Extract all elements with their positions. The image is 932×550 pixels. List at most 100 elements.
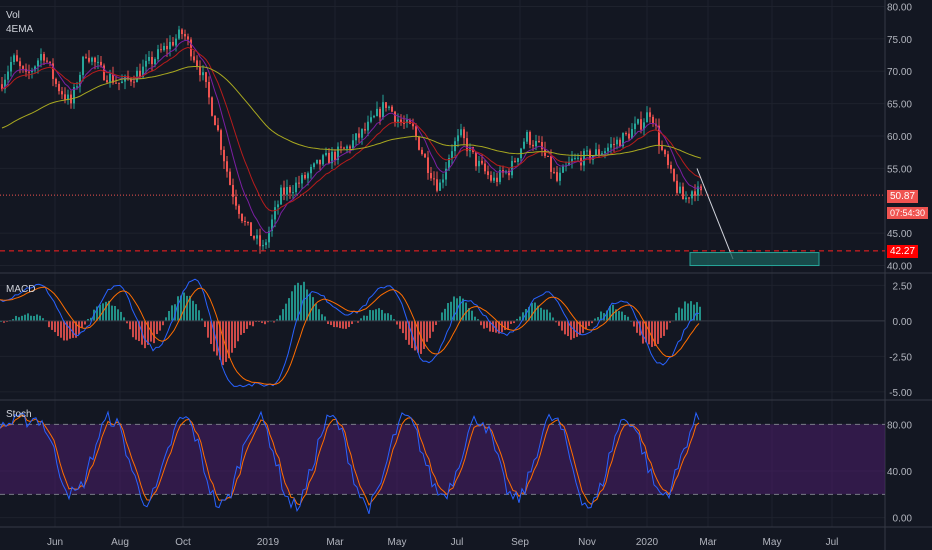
candle-body xyxy=(688,197,690,199)
candle-body xyxy=(538,141,540,143)
macd-histogram-bar xyxy=(207,320,209,338)
candle-body xyxy=(259,235,261,247)
macd-histogram-bar xyxy=(216,320,218,356)
candle-body xyxy=(172,41,174,46)
macd-histogram-bar xyxy=(210,320,212,345)
macd-histogram-bar xyxy=(450,301,452,321)
candle-body xyxy=(28,71,30,73)
candle-body xyxy=(265,242,267,246)
candle-body xyxy=(292,192,294,194)
macd-histogram-bar xyxy=(36,314,38,321)
candle-body xyxy=(355,133,357,141)
support-price-tag: 42.27 xyxy=(887,245,919,258)
candle-body xyxy=(691,191,693,199)
macd-histogram-bar xyxy=(528,306,530,321)
macd-histogram-bar xyxy=(543,309,545,321)
macd-histogram-bar xyxy=(237,320,239,342)
macd-histogram-bar xyxy=(378,308,380,321)
macd-histogram-bar xyxy=(447,303,449,321)
candle-body xyxy=(523,141,525,149)
candle-body xyxy=(385,102,387,108)
macd-histogram-bar xyxy=(312,297,314,321)
macd-histogram-bar xyxy=(144,320,146,349)
candle-body xyxy=(484,163,486,172)
macd-histogram-bar xyxy=(570,320,572,340)
candle-body xyxy=(457,135,459,142)
candle-body xyxy=(508,170,510,176)
candle-body xyxy=(601,153,603,155)
macd-histogram-bar xyxy=(51,320,53,330)
macd-histogram-bar xyxy=(189,295,191,321)
time-axis-tick-label: Jul xyxy=(826,537,839,548)
candle-body xyxy=(133,81,135,83)
time-axis-tick-label: Jun xyxy=(47,537,63,548)
candle-body xyxy=(619,139,621,147)
candle-body xyxy=(616,139,618,145)
ema-short-line xyxy=(1,39,702,234)
macd-histogram-bar xyxy=(372,310,374,321)
candle-body xyxy=(169,41,171,50)
ema-mid-line xyxy=(1,46,702,212)
macd-histogram-bar xyxy=(291,291,293,321)
last-price-tag: 50.87 xyxy=(887,190,919,203)
macd-signal-line xyxy=(0,286,700,386)
time-axis-tick-label: Nov xyxy=(578,537,596,548)
macd-histogram-bar xyxy=(537,305,539,321)
price-axis-tick-label: 40.00 xyxy=(887,262,912,273)
candle-body xyxy=(307,173,309,179)
macd-histogram-bar xyxy=(321,314,323,321)
candle-body xyxy=(628,133,630,139)
candle-body xyxy=(235,196,237,206)
candle-body xyxy=(109,73,111,83)
macd-histogram-bar xyxy=(600,311,602,321)
macd-histogram-bar xyxy=(171,305,173,321)
macd-histogram-bar xyxy=(276,319,278,321)
candle-body xyxy=(220,130,222,150)
candle-body xyxy=(493,177,495,181)
macd-histogram-bar xyxy=(684,301,686,321)
macd-histogram-bar xyxy=(453,296,455,321)
macd-histogram-bar xyxy=(693,304,695,321)
macd-histogram-bar xyxy=(18,317,20,321)
macd-histogram-bar xyxy=(477,319,479,321)
macd-histogram-bar xyxy=(579,320,581,336)
macd-histogram-bar xyxy=(564,320,566,335)
macd-histogram-bar xyxy=(333,320,335,328)
stoch-axis-tick-label: 80.00 xyxy=(887,420,912,431)
candle-body xyxy=(193,56,195,61)
candle-body xyxy=(325,152,327,156)
candle-body xyxy=(427,157,429,173)
macd-histogram-bar xyxy=(87,319,89,321)
macd-histogram-bar xyxy=(399,320,401,329)
macd-histogram-bar xyxy=(432,320,434,332)
candle-body xyxy=(346,146,348,149)
candle-body xyxy=(241,213,243,221)
candle-body xyxy=(658,125,660,147)
macd-histogram-bar xyxy=(393,319,395,321)
target-box xyxy=(689,252,820,267)
macd-histogram-bar xyxy=(339,320,341,329)
candle-body xyxy=(682,186,684,200)
macd-histogram-bar xyxy=(81,320,83,328)
macd-histogram-bar xyxy=(525,309,527,321)
candle-body xyxy=(541,141,543,150)
candle-body xyxy=(187,36,189,40)
candle-body xyxy=(574,158,576,160)
candle-body xyxy=(502,170,504,173)
candle-body xyxy=(76,86,78,88)
macd-axis-tick-label: -2.50 xyxy=(889,352,912,363)
macd-axis-tick-label: 2.50 xyxy=(893,281,913,292)
macd-histogram-bar xyxy=(669,320,671,323)
macd-histogram-bar xyxy=(552,317,554,321)
candle-body xyxy=(379,108,381,118)
candle-body xyxy=(178,29,180,39)
macd-histogram-bar xyxy=(180,295,182,321)
macd-histogram-bar xyxy=(555,320,557,323)
candle-body xyxy=(496,177,498,182)
candle-body xyxy=(511,160,513,176)
candle-body xyxy=(331,151,333,164)
candle-body xyxy=(64,94,66,100)
macd-histogram-bar xyxy=(621,311,623,321)
candle-body xyxy=(229,171,231,185)
